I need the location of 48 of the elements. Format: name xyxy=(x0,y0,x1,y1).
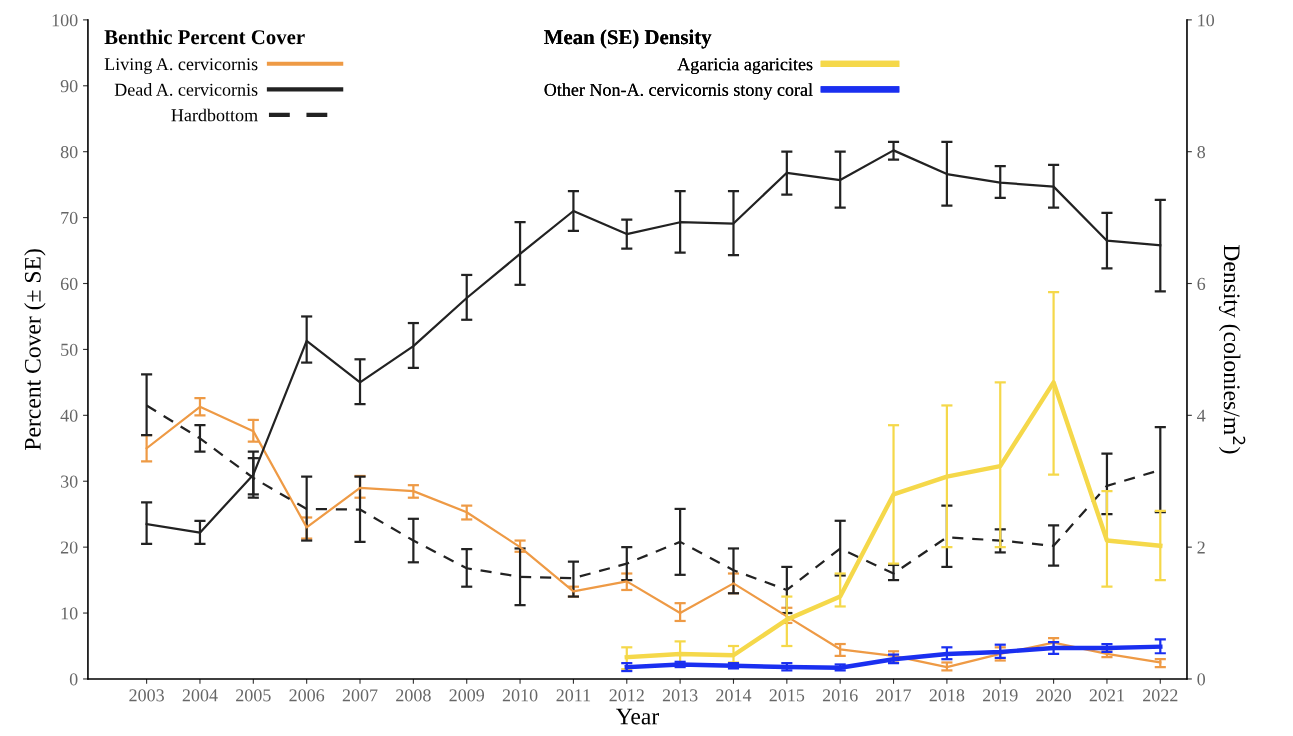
x-tick-label: 2012 xyxy=(609,689,644,702)
legend-label: Dead A. cervicornis xyxy=(114,83,258,96)
legend-label: Agaricia agaricites xyxy=(677,58,813,75)
y2-axis-title: Density (colonies/m$^{2}$) xyxy=(1218,245,1246,454)
y-tick-label: 70 xyxy=(61,211,78,225)
x-tick-label: 2020 xyxy=(1036,689,1071,702)
y-tick-label: 0 xyxy=(69,673,78,686)
legend-label: Living A. cervicornis xyxy=(104,58,258,74)
y-tick-label: 60 xyxy=(60,277,78,290)
text: Benthic Percent Cover xyxy=(104,29,305,45)
y-tick-label: 80 xyxy=(60,145,78,159)
y-axis-title: Percent Cover (± SE) xyxy=(24,249,46,450)
y-tick-label: 100 xyxy=(52,14,78,27)
x-tick-label: 2014 xyxy=(716,689,752,702)
y-tick-label: 20 xyxy=(60,541,78,554)
x-tick-label: 2022 xyxy=(1143,689,1178,702)
x-tick-label: 2005 xyxy=(236,689,271,702)
x-tick-label: 2019 xyxy=(982,689,1018,702)
text: Mean (SE) Density xyxy=(544,29,712,49)
y2-tick-label: 10 xyxy=(1198,14,1215,27)
x-tick-label: 2007 xyxy=(342,689,378,702)
y2-tick-label: 6 xyxy=(1197,277,1206,290)
y2-tick-label: 4 xyxy=(1197,409,1206,422)
x-tick-label: 2008 xyxy=(396,689,431,702)
x-tick-label: 2017 xyxy=(876,689,912,702)
x-tick-label: 2003 xyxy=(129,689,164,702)
line-series xyxy=(624,644,1163,670)
y2-tick-label: 8 xyxy=(1197,145,1206,159)
legend-label: Other Non-A. cervicornis stony coral xyxy=(544,83,813,100)
y-tick-label: 50 xyxy=(61,343,78,356)
x-tick-label: 2016 xyxy=(822,689,858,702)
x-tick-label: 2010 xyxy=(502,689,538,702)
x-tick-label: 2013 xyxy=(662,689,698,702)
legend-label: Hardbottom xyxy=(171,108,258,122)
x-tick-label: 2009 xyxy=(449,689,485,702)
y-tick-label: 90 xyxy=(60,80,78,93)
y-tick-label: 10 xyxy=(61,607,78,620)
y2-tick-label: 0 xyxy=(1197,673,1206,686)
x-tick-label: 2004 xyxy=(182,689,218,702)
x-tick-label: 2015 xyxy=(769,689,805,702)
y-tick-label: 30 xyxy=(61,475,78,488)
y-tick-label: 40 xyxy=(60,409,78,422)
y2-tick-label: 2 xyxy=(1197,541,1205,554)
x-tick-label: 2021 xyxy=(1089,689,1124,702)
x-tick-label: 2018 xyxy=(929,689,965,702)
x-axis-title: Year xyxy=(615,708,659,725)
x-tick-label: 2011 xyxy=(556,689,591,702)
x-tick-label: 2006 xyxy=(289,689,325,702)
